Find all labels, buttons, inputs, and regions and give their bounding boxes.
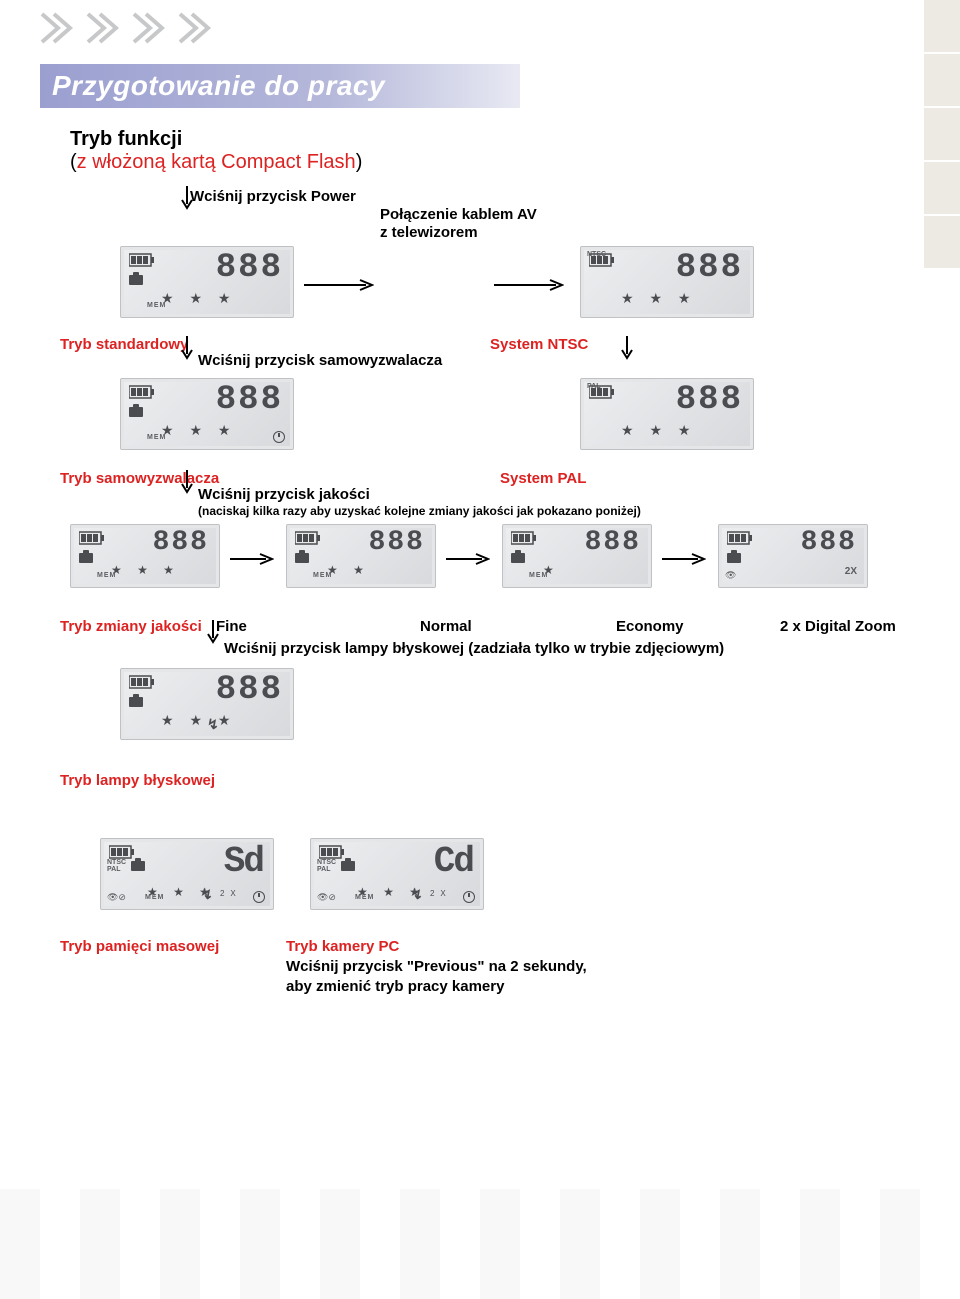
lcd-tv-ntsc: NTSC 888 ★ ★ ★ — [580, 246, 754, 318]
arrow-down-icon — [206, 620, 220, 647]
arrow-right-icon — [662, 552, 706, 569]
note-quality: (naciskaj kilka razy aby uzyskać kolejne… — [198, 504, 641, 518]
lcd-quality-normal: 888 ★ ★ MEM — [286, 524, 436, 588]
chevron-icon — [178, 10, 220, 46]
step-selftimer: Wciśnij przycisk samowyzwalacza — [198, 352, 442, 369]
lcd-counter: 888 — [216, 671, 283, 709]
chevron-icon — [132, 10, 174, 46]
lcd-text: Cd — [434, 841, 473, 882]
lcd-quality-economy: 888 ★ MEM — [502, 524, 652, 588]
mode-fine: Fine — [216, 618, 247, 635]
lcd-mass-storage: NTSCPAL Sd ★ ★ ★2X 👁⊘ MEM ↯ — [100, 838, 274, 910]
label-flash-mode: Tryb lampy błyskowej — [60, 772, 215, 789]
lcd-default-mode: 888 ★ ★ ★ MEM — [120, 246, 294, 318]
lcd-flash: 888 ★ ★ ★ ↯ — [120, 668, 294, 740]
flow-diagram: Wciśnij przycisk Power Połączenie kablem… — [60, 188, 920, 1188]
header-arrows — [40, 10, 920, 46]
arrow-down-icon — [180, 336, 194, 363]
side-index-tabs — [924, 0, 960, 270]
step-av-line1: Połączenie kablem AV — [380, 206, 537, 223]
lcd-counter: 888 — [676, 249, 743, 287]
lcd-selftimer: 888 ★ ★ ★ MEM — [120, 378, 294, 450]
lcd-counter: 888 — [216, 381, 283, 419]
label-ntsc: System NTSC — [490, 336, 588, 353]
step-av-line2: z telewizorem — [380, 224, 478, 241]
arrow-down-icon — [620, 336, 634, 363]
lcd-quality-fine: 888 ★ ★ ★ MEM — [70, 524, 220, 588]
lcd-counter: 888 — [153, 527, 209, 558]
lcd-counter: 888 — [216, 249, 283, 287]
footer-pattern — [0, 1189, 960, 1299]
step-previous-line2: aby zmienić tryb pracy kamery — [286, 978, 504, 995]
function-mode-note: (z włożoną kartą Compact Flash) — [70, 151, 920, 174]
arrow-right-icon — [446, 552, 490, 569]
step-power-label: Wciśnij przycisk Power — [190, 188, 356, 205]
lcd-pc-camera: NTSCPAL Cd ★ ★ ★2X 👁⊘ MEM ↯ — [310, 838, 484, 910]
lcd-counter: 888 — [676, 381, 743, 419]
label-pal: System PAL — [500, 470, 586, 487]
function-mode-heading: Tryb funkcji — [70, 128, 920, 151]
chevron-icon — [40, 10, 82, 46]
chevron-icon — [86, 10, 128, 46]
label-standard-mode: Tryb standardowy — [60, 336, 188, 353]
arrow-right-icon — [230, 552, 274, 569]
step-flash: Wciśnij przycisk lampy błyskowej (zadzia… — [224, 640, 724, 657]
lcd-counter: 888 — [369, 527, 425, 558]
label-mass-storage: Tryb pamięci masowej — [60, 938, 219, 955]
arrow-right-icon — [304, 278, 374, 295]
arrow-down-icon — [180, 470, 194, 497]
arrow-down-icon — [180, 186, 194, 213]
lcd-tv-pal: PAL 888 ★ ★ ★ — [580, 378, 754, 450]
lcd-quality-zoom: 888 👁 2X — [718, 524, 868, 588]
section-title: Przygotowanie do pracy — [52, 70, 508, 102]
step-previous-line1: Wciśnij przycisk "Previous" na 2 sekundy… — [286, 958, 587, 975]
lcd-counter: 888 — [585, 527, 641, 558]
label-quality-mode: Tryb zmiany jakości — [60, 618, 202, 635]
label-selftimer-mode: Tryb samowyzwalacza — [60, 470, 219, 487]
mode-normal: Normal — [420, 618, 472, 635]
step-quality: Wciśnij przycisk jakości — [198, 486, 370, 503]
section-title-bar: Przygotowanie do pracy — [40, 64, 520, 108]
lcd-text: Sd — [224, 841, 263, 882]
mode-zoom: 2 x Digital Zoom — [780, 618, 896, 635]
lcd-counter: 888 — [801, 527, 857, 558]
mode-economy: Economy — [616, 618, 684, 635]
arrow-right-icon — [494, 278, 564, 295]
manual-page: Przygotowanie do pracy Tryb funkcji (z w… — [0, 0, 960, 1299]
label-pc-camera: Tryb kamery PC — [286, 938, 399, 955]
